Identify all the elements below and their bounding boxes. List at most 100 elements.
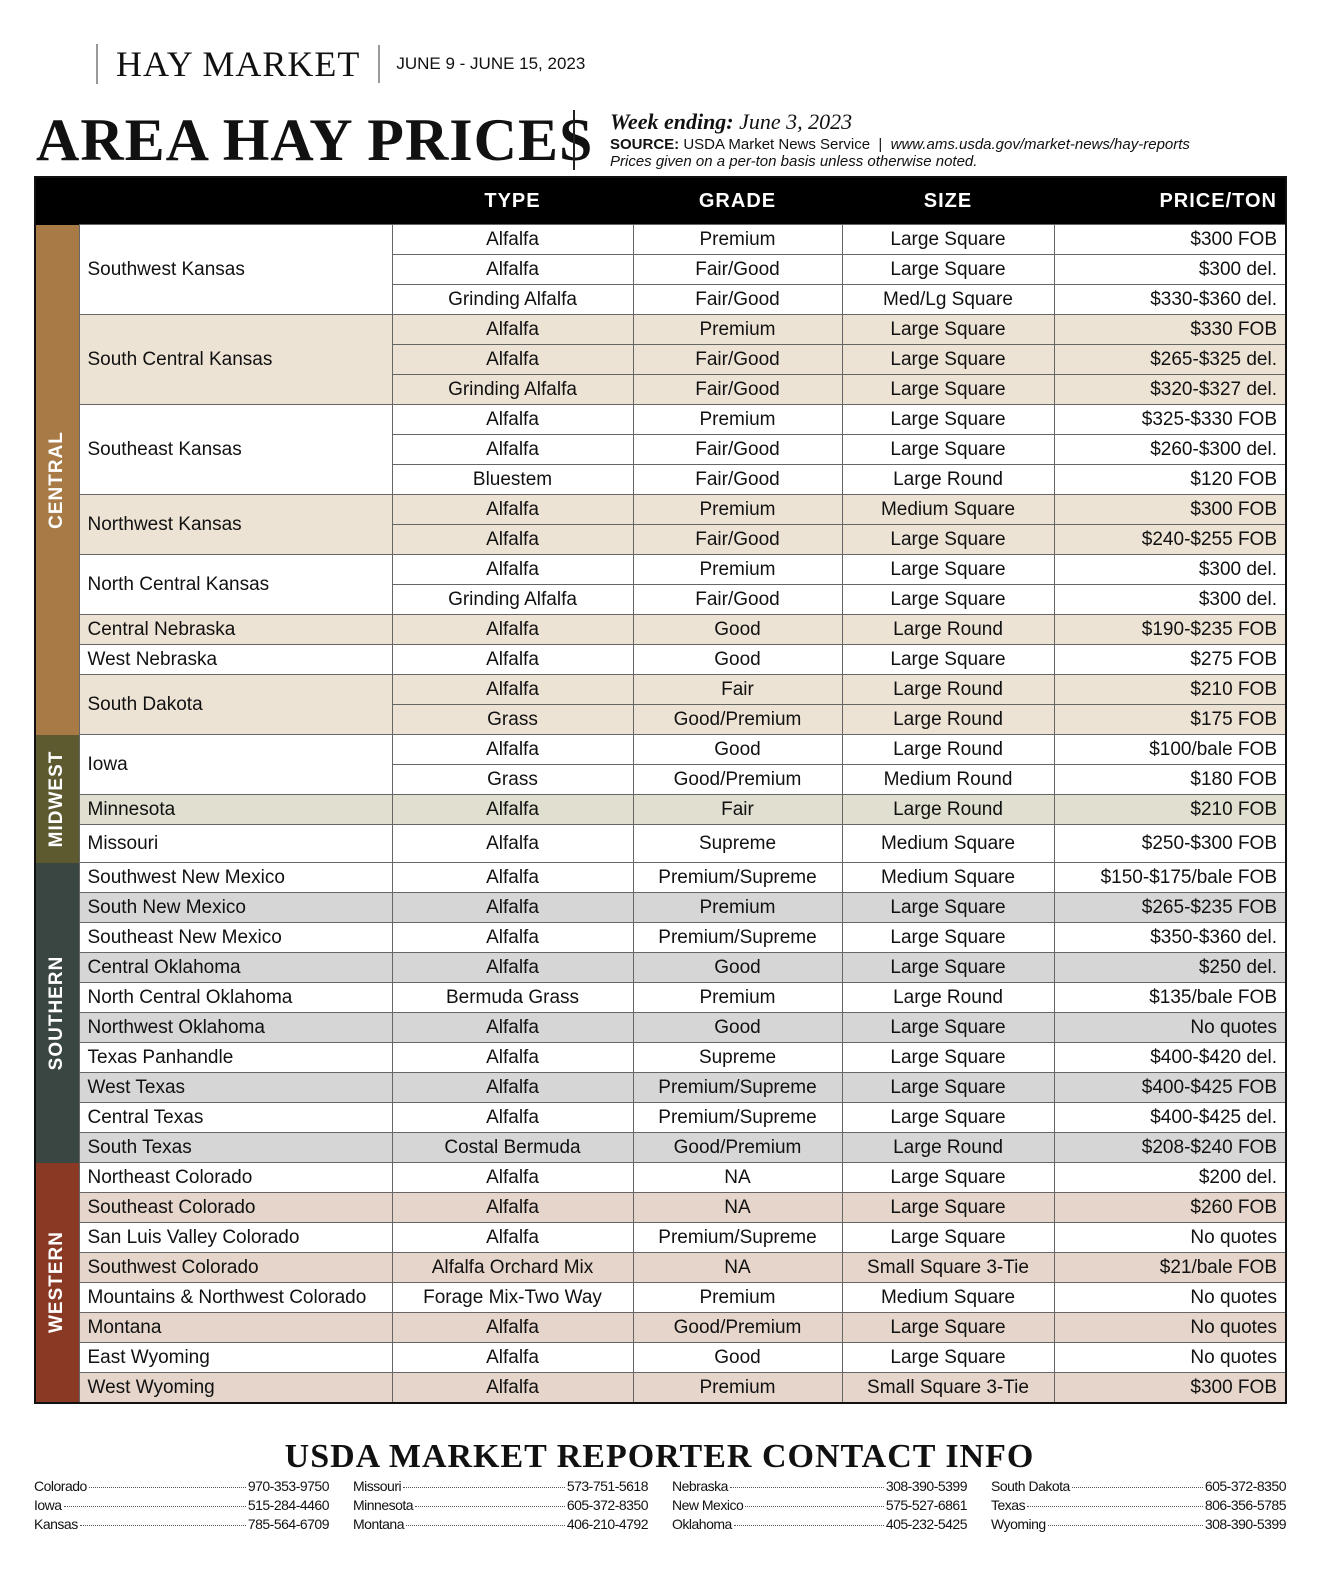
size-cell: Large Square xyxy=(841,1012,1055,1043)
grade-cell: Premium/Supreme xyxy=(632,922,843,953)
dot-leader xyxy=(1071,1487,1203,1488)
contact-phone[interactable]: 515-284-4460 xyxy=(247,1497,330,1513)
region-label: MIDWEST xyxy=(35,734,79,863)
contact-phone[interactable]: 806-356-5785 xyxy=(1204,1497,1287,1513)
grade-cell: Premium/Supreme xyxy=(632,1072,843,1103)
type-cell: Grass xyxy=(391,704,634,735)
size-cell: Large Square xyxy=(841,374,1055,405)
type-cell: Costal Bermuda xyxy=(391,1132,634,1163)
grade-cell: Good xyxy=(632,1012,843,1043)
size-cell: Large Square xyxy=(841,314,1055,345)
type-cell: Alfalfa xyxy=(391,1312,634,1343)
grade-cell: Premium xyxy=(632,982,843,1013)
size-cell: Large Round xyxy=(841,794,1055,825)
contact-item: Nebraska 308-390-5399 xyxy=(672,1478,968,1494)
type-cell: Alfalfa xyxy=(391,794,634,825)
table-row: West Texas Alfalfa Premium/Supreme Large Sq… xyxy=(35,1072,1287,1103)
grade-cell: Premium xyxy=(632,892,843,923)
type-cell: Alfalfa xyxy=(391,1102,634,1133)
contact-phone[interactable]: 970-353-9750 xyxy=(247,1478,330,1494)
contact-phone[interactable]: 605-372-8350 xyxy=(566,1497,649,1513)
table-row: Southeast Colorado Alfalfa NA Large Square $… xyxy=(35,1192,1287,1223)
table-row: Montana Alfalfa Good/Premium Large Square No… xyxy=(35,1312,1287,1343)
contact-phone[interactable]: 308-390-5399 xyxy=(1204,1516,1287,1532)
contact-item: South Dakota 605-372-8350 xyxy=(991,1478,1287,1494)
grade-cell: NA xyxy=(632,1162,843,1193)
area-cell: Southwest Kansas xyxy=(78,224,393,315)
page-title: AREA HAY PRICES xyxy=(36,107,594,173)
type-cell: Alfalfa xyxy=(391,434,634,465)
table-row: East Wyoming Alfalfa Good Large Square No qu… xyxy=(35,1342,1287,1373)
grade-cell: NA xyxy=(632,1192,843,1223)
type-cell: Alfalfa xyxy=(391,1162,634,1193)
area-cell: Northeast Colorado xyxy=(78,1162,393,1193)
source-url[interactable]: www.ams.usda.gov/market-news/hay-reports xyxy=(890,136,1190,153)
table-row: Mountains & Northwest Colorado Forage Mix… xyxy=(35,1282,1287,1313)
grade-cell: Premium xyxy=(632,1282,843,1313)
contact-phone[interactable]: 405-232-5425 xyxy=(885,1516,968,1532)
price-cell: $300 del. xyxy=(1053,584,1287,615)
region-name: CENTRAL xyxy=(46,430,68,529)
type-cell: Alfalfa xyxy=(391,734,634,765)
price-cell: $250-$300 FOB xyxy=(1053,824,1287,863)
contact-phone[interactable]: 785-564-6709 xyxy=(247,1516,330,1532)
contact-item: Texas 806-356-5785 xyxy=(991,1497,1287,1513)
table-row: Southwest Colorado Alfalfa Orchard Mix NA S… xyxy=(35,1252,1287,1283)
table-row: SOUTHERN Southwest New Mexico Alfalfa Premi… xyxy=(35,862,1287,1163)
divider xyxy=(573,110,575,170)
size-cell: Large Square xyxy=(841,434,1055,465)
grade-cell: Fair/Good xyxy=(632,584,843,615)
contact-phone[interactable]: 573-751-5618 xyxy=(566,1478,649,1494)
grade-cell: Good/Premium xyxy=(632,764,843,795)
table-row: Minnesota Alfalfa Fair Large Round $210 FOB xyxy=(35,794,1287,825)
contact-title: USDA MARKET REPORTER CONTACT INFO xyxy=(284,1438,1035,1475)
type-cell: Forage Mix-Two Way xyxy=(391,1282,634,1313)
contact-phone[interactable]: 605-372-8350 xyxy=(1204,1478,1287,1494)
type-cell: Alfalfa xyxy=(391,344,634,375)
contact-item: Iowa 515-284-4460 xyxy=(34,1497,330,1513)
masthead: HAY MARKET JUNE 9 - JUNE 15, 2023 xyxy=(96,44,585,84)
grade-cell: Good xyxy=(632,614,843,645)
dot-leader xyxy=(1047,1525,1203,1526)
table-row: West Nebraska Alfalfa Good Large Square $275… xyxy=(35,644,1287,675)
type-cell: Alfalfa xyxy=(391,254,634,285)
size-cell: Large Square xyxy=(841,922,1055,953)
size-cell: Large Square xyxy=(841,554,1055,585)
price-cell: $190-$235 FOB xyxy=(1053,614,1287,645)
area-cell: Northwest Kansas xyxy=(78,494,393,555)
contact-item: Minnesota 605-372-8350 xyxy=(353,1497,649,1513)
contact-phone[interactable]: 406-210-4792 xyxy=(566,1516,649,1532)
report-meta: Week ending: June 3, 2023 SOURCE: USDA M… xyxy=(610,109,1190,170)
contact-item: Wyoming 308-390-5399 xyxy=(991,1516,1287,1532)
contact-phone[interactable]: 308-390-5399 xyxy=(885,1478,968,1494)
grade-cell: NA xyxy=(632,1252,843,1283)
size-cell: Large Square xyxy=(841,1072,1055,1103)
area-cell: Missouri xyxy=(78,824,393,863)
size-cell: Medium Square xyxy=(841,862,1055,893)
dot-leader xyxy=(403,1487,565,1488)
grade-cell: Fair/Good xyxy=(632,374,843,405)
contact-item: Kansas 785-564-6709 xyxy=(34,1516,330,1532)
dot-leader xyxy=(1027,1506,1203,1507)
area-cell: West Texas xyxy=(78,1072,393,1103)
region-name: WESTERN xyxy=(46,1231,68,1334)
area-cell: South Central Kansas xyxy=(78,314,393,405)
area-cell: South Dakota xyxy=(78,674,393,735)
price-cell: $350-$360 del. xyxy=(1053,922,1287,953)
table-row: Southeast Kansas Alfalfa Premium Large Squa… xyxy=(35,404,1287,495)
area-cell: San Luis Valley Colorado xyxy=(78,1222,393,1253)
type-cell: Alfalfa xyxy=(391,1222,634,1253)
grade-cell: Premium/Supreme xyxy=(632,862,843,893)
area-cell: Southeast Colorado xyxy=(78,1192,393,1223)
contact-item: New Mexico 575-527-6861 xyxy=(672,1497,968,1513)
grade-cell: Premium xyxy=(632,404,843,435)
contact-phone[interactable]: 575-527-6861 xyxy=(885,1497,968,1513)
price-cell: $120 FOB xyxy=(1053,464,1287,495)
price-cell: No quotes xyxy=(1053,1342,1287,1373)
price-cell: $330 FOB xyxy=(1053,314,1287,345)
contact-state: South Dakota xyxy=(991,1478,1070,1494)
size-cell: Large Round xyxy=(841,674,1055,705)
grade-cell: Premium xyxy=(632,494,843,525)
region-name: SOUTHERN xyxy=(46,955,68,1070)
table-row: Southeast New Mexico Alfalfa Premium/Supre… xyxy=(35,922,1287,953)
